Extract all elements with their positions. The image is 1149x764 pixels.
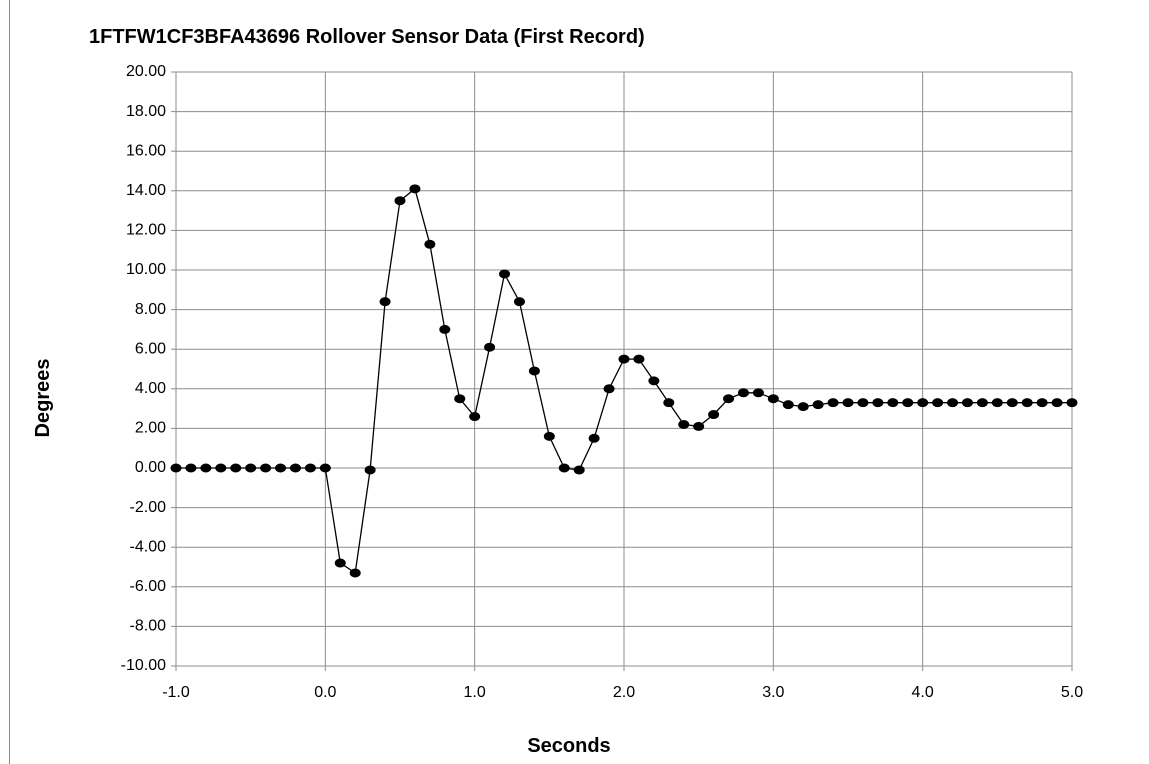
data-point — [902, 398, 914, 408]
data-point — [394, 196, 406, 206]
y-tick-label: 4.00 — [135, 380, 166, 397]
data-point — [424, 239, 436, 249]
data-point — [364, 465, 376, 475]
data-point — [454, 394, 466, 404]
y-tick-label: 10.00 — [126, 261, 166, 278]
data-point — [185, 463, 197, 473]
data-point — [304, 463, 316, 473]
data-point — [991, 398, 1003, 408]
data-point — [409, 184, 421, 194]
chart-title: 1FTFW1CF3BFA43696 Rollover Sensor Data (… — [89, 26, 645, 48]
data-point — [782, 400, 794, 410]
data-point — [708, 410, 720, 420]
data-point — [319, 463, 331, 473]
data-point — [648, 376, 660, 386]
data-point — [170, 463, 182, 473]
data-point — [797, 402, 809, 412]
data-point — [200, 463, 212, 473]
data-point — [289, 463, 301, 473]
data-point — [947, 398, 959, 408]
y-axis-ticks: 20.00 18.00 16.00 14.00 12.00 10.00 8.00 6.00 4.… — [121, 63, 166, 674]
data-point — [215, 463, 227, 473]
data-point — [1066, 398, 1078, 408]
data-point — [723, 394, 735, 404]
data-point — [379, 297, 391, 307]
data-point — [872, 398, 884, 408]
x-axis-ticks: -1.0 0.0 1.0 2.0 3.0 4.0 5.0 — [162, 684, 1083, 701]
y-tick-label: 14.00 — [126, 182, 166, 199]
data-point — [573, 465, 585, 475]
data-point — [1051, 398, 1063, 408]
data-point — [230, 463, 242, 473]
data-point — [499, 269, 511, 279]
y-tick-label: -10.00 — [121, 657, 166, 674]
y-axis-title: Degrees — [32, 359, 54, 438]
x-tick-label: 3.0 — [762, 684, 784, 701]
data-point — [767, 394, 779, 404]
chart-frame — [9, 0, 1149, 764]
data-point — [663, 398, 675, 408]
y-tick-label: 16.00 — [126, 142, 166, 159]
y-tick-label: -6.00 — [130, 578, 167, 595]
y-tick-label: -4.00 — [130, 538, 167, 555]
gridlines — [171, 71, 1073, 671]
data-point — [513, 297, 525, 307]
data-point — [633, 354, 645, 364]
x-tick-label: 0.0 — [314, 684, 336, 701]
data-point — [976, 398, 988, 408]
y-tick-label: 18.00 — [126, 103, 166, 120]
y-tick-label: 2.00 — [135, 420, 166, 437]
data-point — [439, 324, 451, 334]
data-point — [528, 366, 540, 376]
data-point — [857, 398, 869, 408]
y-tick-label: 0.00 — [135, 459, 166, 476]
data-point — [1021, 398, 1033, 408]
data-point — [932, 398, 944, 408]
data-point — [260, 463, 272, 473]
y-tick-label: -8.00 — [130, 618, 167, 635]
data-point — [469, 412, 481, 422]
data-point — [961, 398, 973, 408]
data-point — [334, 558, 346, 568]
data-point — [842, 398, 854, 408]
data-point — [245, 463, 257, 473]
y-tick-label: -2.00 — [130, 499, 167, 516]
data-point — [603, 384, 615, 394]
y-tick-label: 12.00 — [126, 222, 166, 239]
x-tick-label: 2.0 — [613, 684, 635, 701]
x-tick-label: 1.0 — [464, 684, 486, 701]
data-point — [618, 354, 630, 364]
x-tick-label: -1.0 — [162, 684, 190, 701]
data-point — [1006, 398, 1018, 408]
data-point — [275, 463, 287, 473]
data-point — [812, 400, 824, 410]
data-point — [752, 388, 764, 398]
x-axis-title: Seconds — [527, 735, 610, 757]
data-point — [543, 431, 555, 441]
data-point — [588, 433, 600, 443]
data-point — [737, 388, 749, 398]
data-point — [887, 398, 899, 408]
data-point — [1036, 398, 1048, 408]
x-tick-label: 4.0 — [912, 684, 934, 701]
x-tick-label: 5.0 — [1061, 684, 1083, 701]
data-point — [678, 419, 690, 429]
y-tick-label: 6.00 — [135, 340, 166, 357]
data-point — [827, 398, 839, 408]
data-point — [349, 568, 361, 578]
series-line — [170, 184, 1078, 578]
data-point — [558, 463, 570, 473]
data-point — [693, 421, 705, 431]
y-tick-label: 20.00 — [126, 63, 166, 80]
data-point — [484, 342, 496, 352]
y-tick-label: 8.00 — [135, 301, 166, 318]
data-point — [917, 398, 929, 408]
